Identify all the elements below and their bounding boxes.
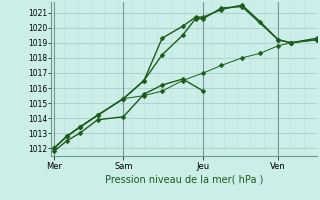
X-axis label: Pression niveau de la mer( hPa ): Pression niveau de la mer( hPa )	[105, 175, 263, 185]
